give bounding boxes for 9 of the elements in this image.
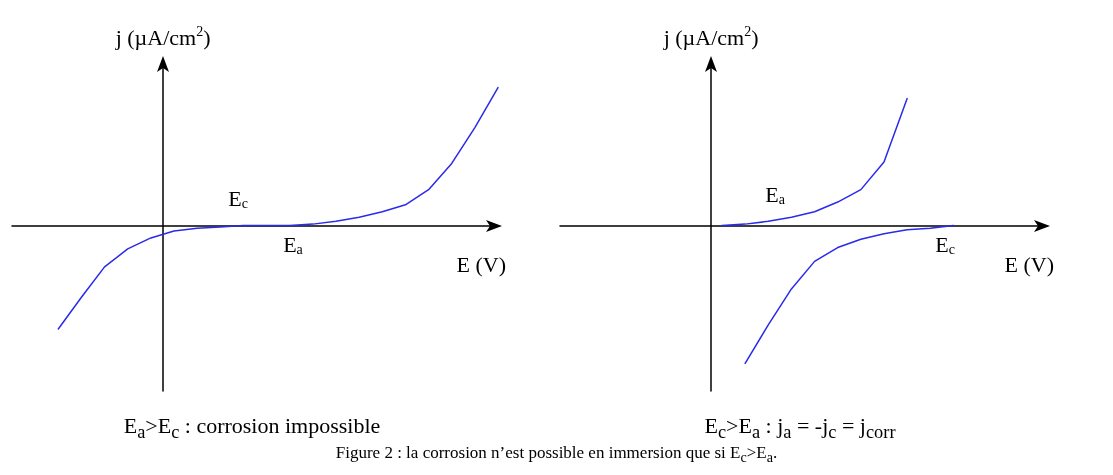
text: E$_{c}$>E$_{a}$ : j$_{a}$ = -j$_{c}$ = j$_{corr}$: [704, 413, 896, 443]
annotation: Ec: [228, 185, 248, 211]
caption: Figure 2 : la corrosion n’est possible en immersion que si E$_{c}$>E$_{a}$.: [334, 443, 779, 467]
annotation: Ec: [935, 232, 955, 258]
x-axis-title: E (V): [1004, 252, 1054, 277]
annotation: Ea: [765, 181, 786, 207]
x-axis-title: E (V): [456, 252, 506, 277]
annotation: Ea: [283, 232, 304, 258]
text: E$_{a}$>E$_{c}$ : corrosion impossible: [122, 413, 382, 444]
